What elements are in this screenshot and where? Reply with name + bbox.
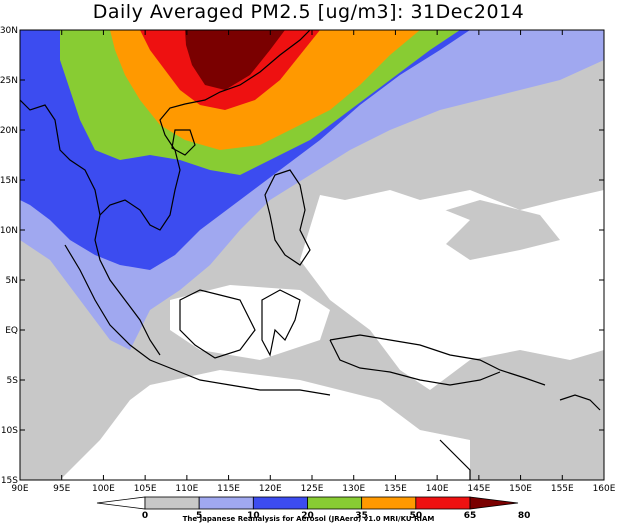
colorbar-swatch: [415, 496, 471, 510]
clear-area-east: [460, 265, 600, 335]
lat-label: 25N: [0, 76, 18, 86]
colorbar-swatch: [198, 496, 254, 510]
lon-label: 110E: [175, 484, 198, 494]
lon-label: 120E: [259, 484, 282, 494]
lat-axis: 30N 25N 20N 15N 10N 5N EQ 5S 10S 15S: [0, 26, 604, 486]
colorbar-label: 35: [355, 511, 368, 521]
colorbar-swatch: [252, 496, 308, 510]
colorbar-swatch: [361, 496, 417, 510]
colorbar-high-triangle: [469, 496, 519, 510]
colorbar-label: 65: [464, 511, 477, 521]
lon-label: 145E: [467, 484, 490, 494]
colorbar: 0 5 10 20 35 50 65 80: [96, 496, 531, 521]
lat-label: 5N: [6, 276, 18, 286]
lon-label: 125E: [301, 484, 324, 494]
lon-label: 100E: [92, 484, 115, 494]
clear-area-south: [60, 370, 470, 480]
lat-label: 30N: [0, 26, 18, 36]
colorbar-label: 80: [518, 511, 531, 521]
colorbar-label: 20: [301, 511, 314, 521]
colorbar-label: 50: [410, 511, 423, 521]
lat-label: 20N: [0, 126, 18, 136]
colorbar-swatch: [144, 496, 200, 510]
lat-label: 10N: [0, 226, 18, 236]
colorbar-label: 0: [142, 511, 148, 521]
lon-label: 140E: [426, 484, 449, 494]
colorbar-swatch: [307, 496, 363, 510]
lat-label: 10S: [1, 426, 18, 436]
clear-area-indonesia: [170, 285, 330, 360]
contour-over-80: [185, 30, 285, 90]
pm25-field: [20, 30, 604, 480]
lon-label: 150E: [509, 484, 532, 494]
lat-label: 15N: [0, 176, 18, 186]
lon-label: 160E: [593, 484, 616, 494]
colorbar-label: 10: [247, 511, 260, 521]
map-title: Daily Averaged PM2.5 [ug/m3]: 31Dec2014: [92, 1, 525, 23]
clear-area-pacific: [350, 200, 470, 260]
credit-text: The Japanese Reanalysis for Aerosol (JRA…: [182, 515, 435, 523]
colorbar-label: 5: [196, 511, 202, 521]
lat-label: 5S: [7, 376, 19, 386]
lon-label: 155E: [551, 484, 574, 494]
lon-label: 135E: [384, 484, 407, 494]
colorbar-low-triangle: [96, 496, 146, 510]
lon-label: 115E: [217, 484, 240, 494]
lon-label: 90E: [11, 484, 28, 494]
lat-label: EQ: [5, 326, 18, 336]
lon-label: 130E: [342, 484, 365, 494]
lat-label: 15S: [1, 476, 18, 486]
lon-axis: 90E 95E 100E 105E 110E 115E 120E 125E 130E 135E 14…: [11, 30, 616, 494]
coastlines: [20, 30, 601, 480]
lon-label: 95E: [53, 484, 70, 494]
lon-label: 105E: [134, 484, 157, 494]
